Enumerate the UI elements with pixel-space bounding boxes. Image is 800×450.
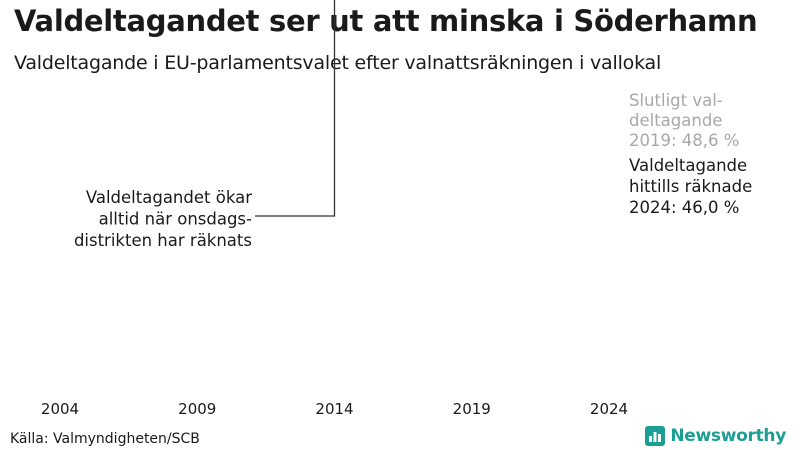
annotation-counted-line: hittills räknade (629, 177, 752, 196)
annotation-final-line: 2019: 48,6 % (629, 131, 739, 150)
brand[interactable]: Newsworthy (645, 426, 786, 446)
annotation-counted-line: Valdeltagande (629, 156, 747, 175)
brand-name: Newsworthy (670, 426, 786, 446)
newsworthy-logo-icon (645, 426, 666, 446)
annotation-counted-line: 2024: 46,0 % (629, 198, 739, 217)
chart-title: Valdeltagandet ser ut att minska i Söder… (14, 4, 758, 38)
annotations: Valdeltagandet ökar alltid när onsdags-di… (74, 0, 752, 250)
x-tick-label: 2019 (453, 400, 491, 418)
x-tick-label: 2014 (315, 400, 353, 418)
x-tick-label: 2004 (41, 400, 79, 418)
source-note: Källa: Valmyndigheten/SCB (10, 431, 200, 447)
x-tick-label: 2024 (590, 400, 628, 418)
annotation-final-line: deltagande (629, 111, 722, 130)
annotation-wednesday-line: alltid när onsdags- (99, 210, 252, 229)
chart-subtitle: Valdeltagande i EU-parlamentsvalet efter… (14, 52, 662, 74)
annotation-wednesday-line: Valdeltagandet ökar (86, 188, 252, 207)
x-tick-label: 2009 (178, 400, 216, 418)
annotation-arrow (255, 0, 336, 217)
annotation-wednesday-line: distrikten har räknats (74, 231, 252, 250)
annotation-final-line: Slutligt val- (629, 91, 723, 110)
x-axis-ticks: 2004 2009 2014 2019 2024 (41, 400, 628, 418)
